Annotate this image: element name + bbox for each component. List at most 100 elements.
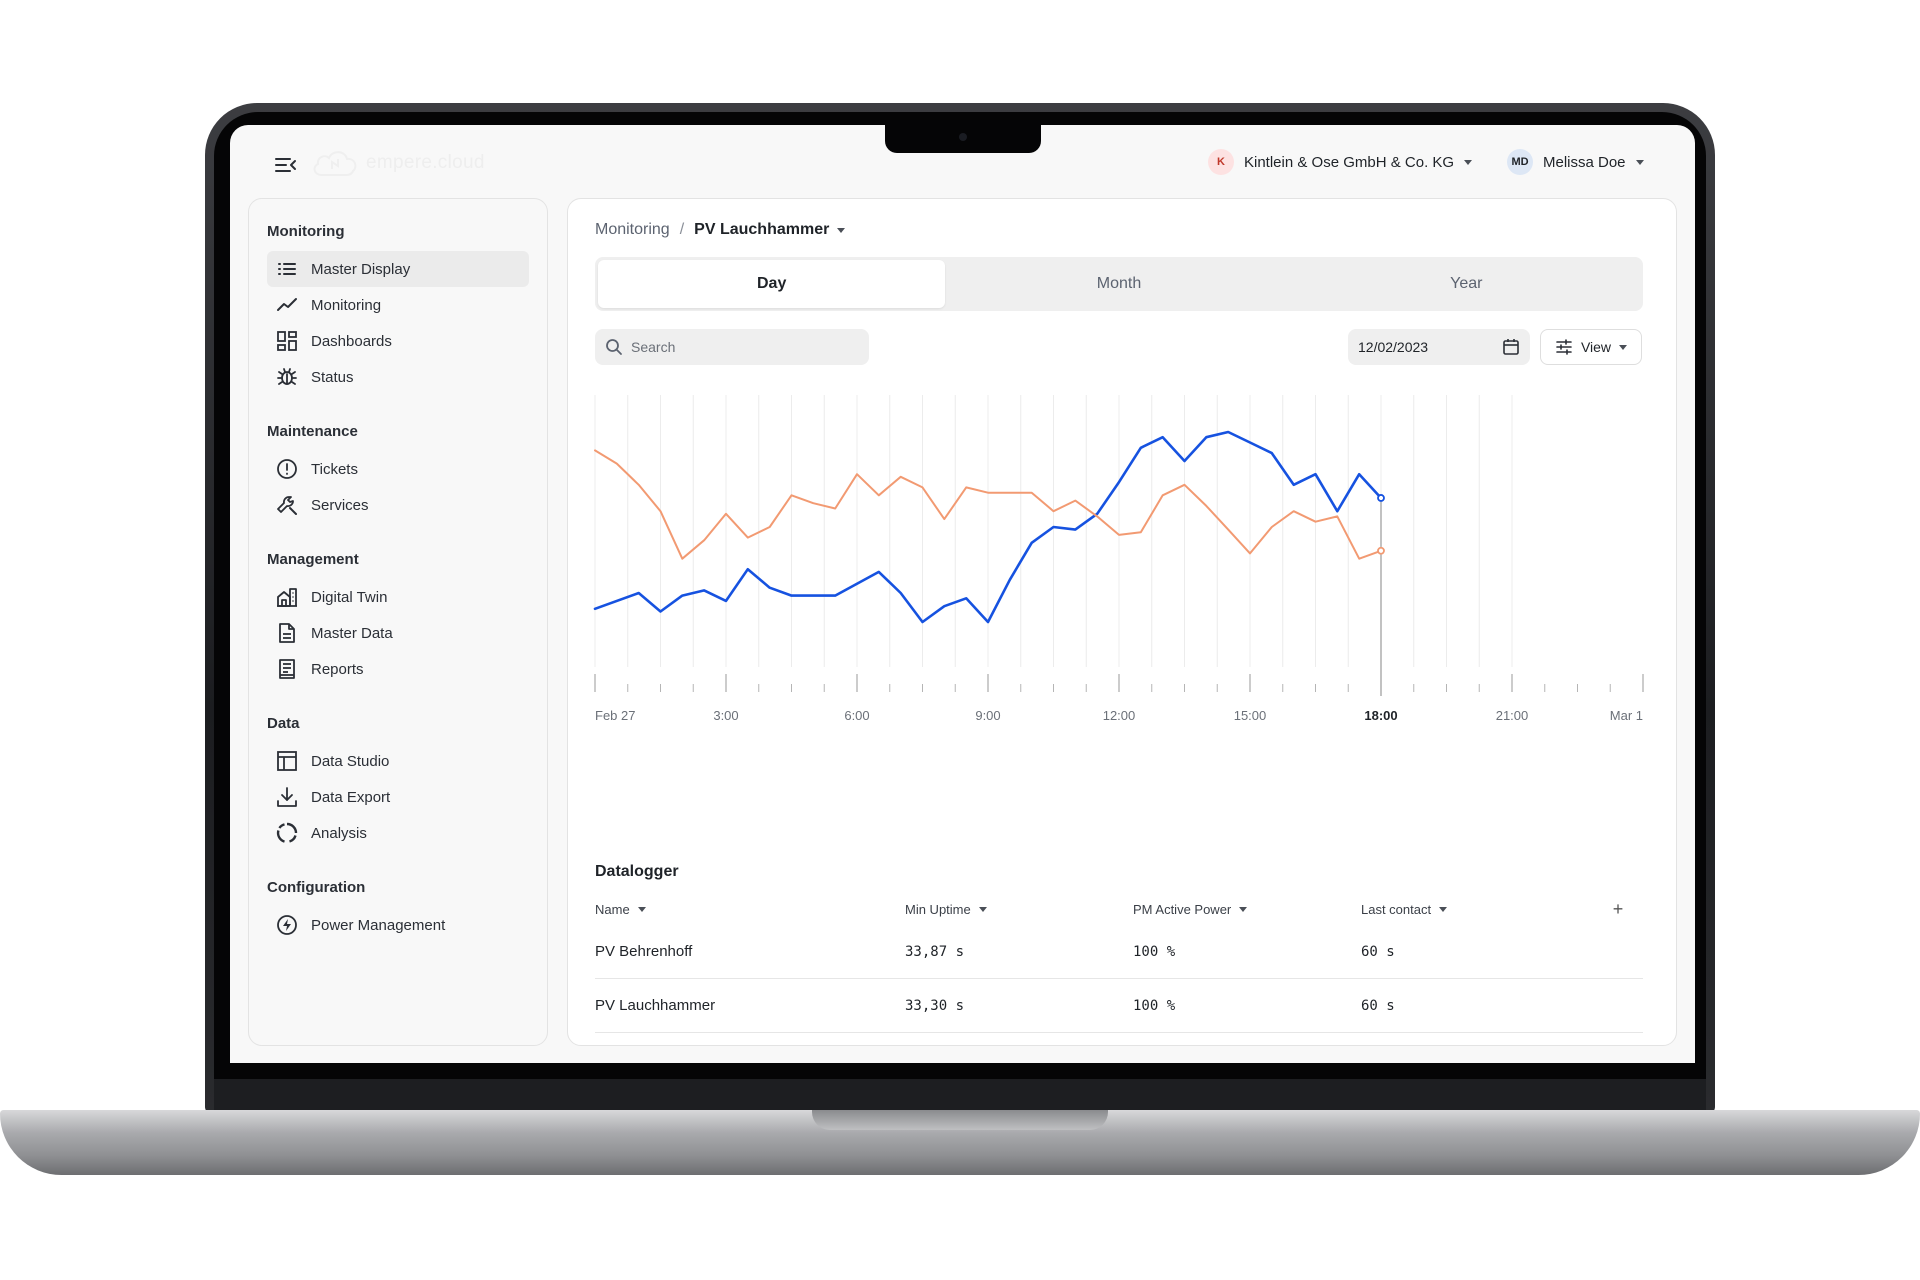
sidebar-item-label: Power Management [311,916,446,934]
wrench-icon [275,493,299,517]
cell-last-contact: 60 s [1361,943,1395,960]
sidebar-item-label: Master Data [311,624,393,642]
trend-icon [275,293,299,317]
series-line-blue [593,430,1383,624]
series-end-marker-blue [1377,494,1385,502]
sidebar-item-services[interactable]: Services [267,487,529,523]
breadcrumb-root-link[interactable]: Monitoring [595,221,670,238]
bug-icon [275,365,299,389]
column-header-last-contact[interactable]: Last contact [1361,902,1593,917]
line-chart: Feb 27 3:00 6:00 9:00 12:00 15:00 18:00 21:00 Ma… [588,387,1658,727]
sidebar-item-power-management[interactable]: Power Management [267,907,529,943]
sidebar-item-monitoring[interactable]: Monitoring [267,287,529,323]
sidebar-item-status[interactable]: Status [267,359,529,395]
building-icon [275,585,299,609]
sidebar-item-data-export[interactable]: Data Export [267,779,529,815]
breadcrumb-current-label: PV Lauchhammer [694,221,830,238]
sidebar-item-label: Data Studio [311,752,390,770]
sidebar-item-label: Tickets [311,460,358,478]
x-tick-label: 9:00 [975,708,1000,723]
nav-section-data: Data Data Studio Data Export Analysis [267,713,529,851]
chevron-down-icon [1239,906,1248,912]
menu-toggle-button[interactable] [274,155,298,175]
calendar-icon [1503,339,1519,355]
search-input[interactable] [631,339,851,355]
column-header-pm-active-power[interactable]: PM Active Power [1133,902,1361,917]
sidebar-item-label: Analysis [311,824,367,842]
nav-section-title: Monitoring [267,223,345,240]
x-tick-label: 18:00 [1364,708,1397,723]
sliders-icon [1556,339,1572,355]
sidebar-item-label: Data Export [311,788,391,806]
column-header-name[interactable]: Name [595,902,905,917]
x-tick-label: 15:00 [1234,708,1267,723]
download-icon [275,785,299,809]
bolt-icon [275,913,299,937]
nav-section-monitoring: Monitoring Master Display Monitoring Das… [267,221,529,395]
organization-switcher[interactable]: K Kintlein & Ose GmbH & Co. KG [1208,147,1473,177]
cell-pm-active-power: 100 % [1133,943,1176,960]
sidebar-item-master-data[interactable]: Master Data [267,615,529,651]
column-header-min-uptime[interactable]: Min Uptime [905,902,1133,917]
cell-name: PV Lauchhammer [595,997,716,1014]
breadcrumb-current-dropdown[interactable]: PV Lauchhammer [694,221,846,239]
list-icon [275,257,299,281]
add-column-button[interactable]: + [1612,898,1624,919]
view-label: View [1580,339,1612,355]
nav-section-title: Data [267,715,300,732]
tab-month[interactable]: Month [1096,275,1142,292]
cell-last-contact: 60 s [1361,997,1395,1014]
sidebar-item-tickets[interactable]: Tickets [267,451,529,487]
main-panel: Monitoring / PV Lauchhammer Day Month Ye… [567,198,1677,1046]
ring-icon [275,821,299,845]
alert-circle-icon [275,457,299,481]
x-tick-label: 3:00 [713,708,738,723]
datalogger-table: Name Min Uptime PM Active Power Last con… [595,893,1643,1033]
sidebar-item-master-display[interactable]: Master Display [267,251,529,287]
sidebar-item-analysis[interactable]: Analysis [267,815,529,851]
nav-section-configuration: Configuration Power Management [267,877,529,943]
column-header-label: Last contact [1361,901,1432,917]
table-row[interactable]: PV Lauchhammer 33,30 s 100 % 60 s [595,979,1643,1033]
laptop-base [0,1110,1920,1175]
x-tick-label: 21:00 [1496,708,1529,723]
report-icon [275,657,299,681]
nav-section-title: Maintenance [267,423,358,440]
column-header-label: Min Uptime [905,901,971,917]
chevron-down-icon [837,227,846,233]
sidebar-item-reports[interactable]: Reports [267,651,529,687]
date-picker[interactable]: 12/02/2023 [1348,329,1530,365]
chart-svg[interactable]: Feb 27 3:00 6:00 9:00 12:00 15:00 18:00 21:00 Ma… [588,387,1658,727]
sidebar-item-label: Reports [311,660,364,678]
sidebar-item-data-studio[interactable]: Data Studio [267,743,529,779]
column-header-label: PM Active Power [1133,901,1232,917]
sidebar-item-dashboards[interactable]: Dashboards [267,323,529,359]
cell-min-uptime: 33,87 s [905,943,965,960]
view-options-button[interactable]: View [1540,329,1642,365]
menu-collapse-icon [275,158,296,172]
sidebar-item-label: Dashboards [311,332,392,350]
search-box [595,329,869,365]
chevron-down-icon [637,906,646,912]
chevron-down-icon [978,906,987,912]
table-row[interactable]: PV Behrenhoff 33,87 s 100 % 60 s [595,925,1643,979]
sidebar: Monitoring Master Display Monitoring Das… [248,198,548,1046]
x-tick-label: 6:00 [844,708,869,723]
sidebar-item-label: Monitoring [311,296,382,314]
nav-section-title: Configuration [267,879,366,896]
column-header-label: Name [595,901,630,917]
tab-day[interactable]: Day [598,260,946,308]
cell-name: PV Behrenhoff [595,943,693,960]
tab-year[interactable]: Year [1450,275,1483,292]
sidebar-item-digital-twin[interactable]: Digital Twin [267,579,529,615]
table-header: Name Min Uptime PM Active Power Last con… [595,893,1643,925]
date-value: 12/02/2023 [1358,339,1429,355]
user-menu[interactable]: MD Melissa Doe [1507,147,1644,177]
sidebar-item-label: Status [311,368,354,386]
sidebar-item-label: Services [311,496,369,514]
app-logo[interactable]: empere.cloud [308,145,485,181]
table-icon [275,749,299,773]
user-name: Melissa Doe [1543,153,1626,171]
chevron-down-icon [1464,159,1473,165]
avatar: MD [1507,149,1533,175]
